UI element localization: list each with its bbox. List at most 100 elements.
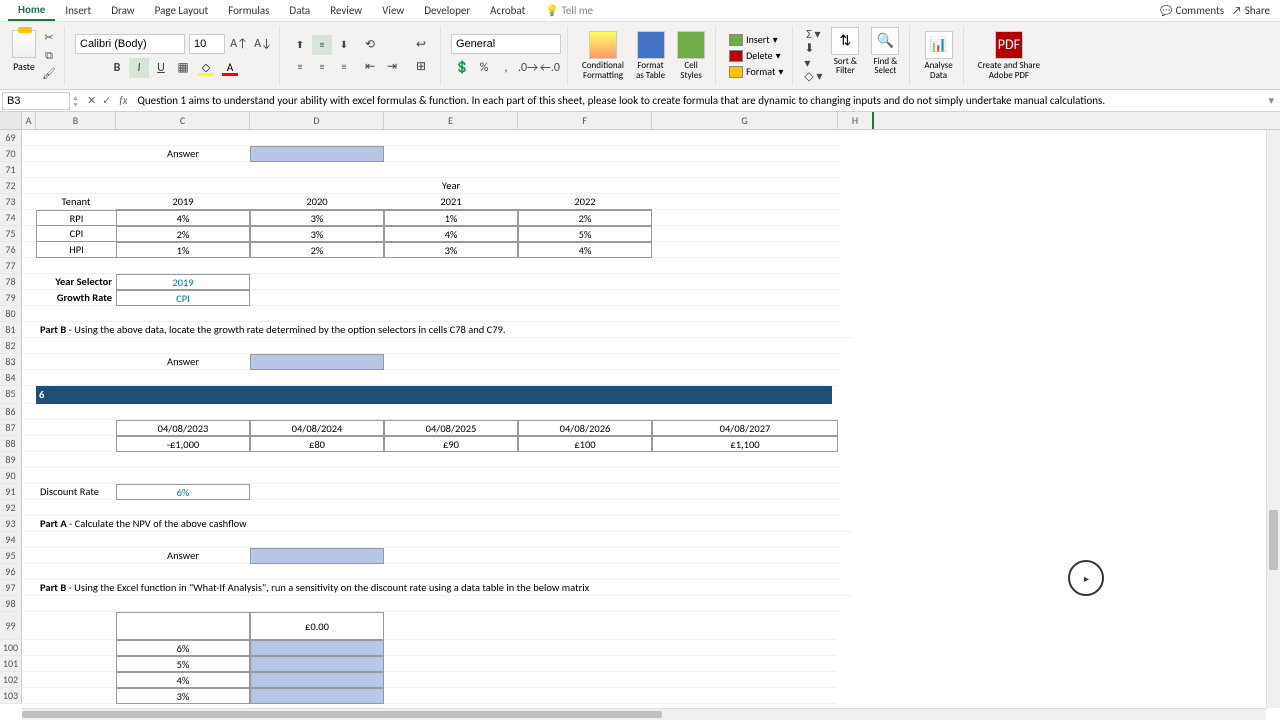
row-header[interactable]: 79 bbox=[0, 290, 22, 306]
align-right[interactable]: ≡ bbox=[334, 57, 354, 77]
comments-button[interactable]: Comments bbox=[1160, 4, 1224, 17]
row-header[interactable]: 78 bbox=[0, 274, 22, 290]
name-box[interactable] bbox=[2, 92, 70, 110]
cashflow-date[interactable]: 04/08/2025 bbox=[384, 420, 518, 436]
row-header[interactable]: 95 bbox=[0, 548, 22, 564]
font-color-button[interactable]: A bbox=[219, 58, 241, 78]
row-header[interactable]: 101 bbox=[0, 656, 22, 672]
table-cell[interactable]: 3% bbox=[250, 210, 384, 226]
row-header[interactable]: 97 bbox=[0, 580, 22, 596]
table-cell[interactable]: 4% bbox=[384, 226, 518, 242]
fill-button[interactable]: ⬇ ▾ bbox=[803, 46, 823, 66]
cashflow-date[interactable]: 04/08/2026 bbox=[518, 420, 652, 436]
row-header[interactable]: 96 bbox=[0, 564, 22, 580]
vertical-scrollbar[interactable] bbox=[1266, 130, 1280, 708]
sens-rate[interactable]: 4% bbox=[116, 672, 250, 688]
sens-output[interactable] bbox=[250, 688, 384, 704]
row-header[interactable]: 76 bbox=[0, 242, 22, 258]
fill-color-button[interactable]: ◇ bbox=[195, 58, 217, 78]
cashflow-date[interactable]: 04/08/2027 bbox=[652, 420, 838, 436]
format-cells-button[interactable]: Format ▾ bbox=[726, 64, 786, 79]
table-cell[interactable]: 1% bbox=[116, 242, 250, 258]
merge-button[interactable]: ⊞ bbox=[408, 57, 434, 77]
tab-data[interactable]: Data bbox=[279, 1, 320, 20]
sort-filter-button[interactable]: ⇅Sort & Filter bbox=[827, 25, 863, 87]
row-header[interactable]: 83 bbox=[0, 354, 22, 370]
number-format-select[interactable] bbox=[451, 34, 561, 54]
row-header[interactable]: 98 bbox=[0, 596, 22, 612]
row-header[interactable]: 90 bbox=[0, 468, 22, 484]
tab-draw[interactable]: Draw bbox=[101, 1, 144, 20]
align-bottom[interactable]: ⬇ bbox=[334, 35, 354, 55]
row-header[interactable]: 99 bbox=[0, 612, 22, 640]
row-header[interactable]: 86 bbox=[0, 404, 22, 420]
table-cell[interactable]: 1% bbox=[384, 210, 518, 226]
italic-button[interactable]: I bbox=[129, 58, 149, 78]
col-header-C[interactable]: C bbox=[116, 112, 250, 129]
format-painter-button[interactable]: 🖌 bbox=[40, 66, 58, 82]
growth-rate-input[interactable]: CPI bbox=[116, 290, 250, 306]
sens-output[interactable] bbox=[250, 640, 384, 656]
row-header[interactable]: 85 bbox=[0, 386, 22, 404]
row-header[interactable]: 73 bbox=[0, 194, 22, 210]
row-header[interactable]: 72 bbox=[0, 178, 22, 194]
increase-decimal[interactable]: .0→ bbox=[518, 58, 538, 78]
share-button[interactable]: Share bbox=[1232, 4, 1270, 17]
conditional-formatting-button[interactable]: Conditional Formatting bbox=[578, 29, 628, 83]
col-header-H[interactable]: H bbox=[838, 112, 874, 129]
orientation-button[interactable]: ⟲ bbox=[360, 35, 380, 55]
row-header[interactable]: 69 bbox=[0, 130, 22, 146]
cashflow-value[interactable]: £80 bbox=[250, 436, 384, 452]
row-header[interactable]: 87 bbox=[0, 420, 22, 436]
table-cell[interactable]: 3% bbox=[384, 242, 518, 258]
row-header[interactable]: 71 bbox=[0, 162, 22, 178]
increase-indent[interactable]: ⇥ bbox=[382, 57, 402, 77]
tab-review[interactable]: Review bbox=[320, 1, 372, 20]
cashflow-value[interactable]: £1,100 bbox=[652, 436, 838, 452]
tell-me[interactable]: 💡 Tell me bbox=[535, 1, 603, 20]
analyse-data-button[interactable]: 📊Analyse Data bbox=[920, 29, 956, 83]
decrease-font-button[interactable]: A↓ bbox=[253, 34, 273, 54]
tab-formulas[interactable]: Formulas bbox=[218, 1, 279, 20]
comma-button[interactable]: , bbox=[496, 58, 516, 78]
year-selector-input[interactable]: 2019 bbox=[116, 274, 250, 290]
font-size-select[interactable] bbox=[189, 34, 225, 54]
row-header[interactable]: 103 bbox=[0, 688, 22, 704]
format-as-table-button[interactable]: Format as Table bbox=[632, 29, 669, 83]
align-top[interactable]: ⬆ bbox=[290, 35, 310, 55]
cashflow-date[interactable]: 04/08/2024 bbox=[250, 420, 384, 436]
cashflow-value[interactable]: £100 bbox=[518, 436, 652, 452]
row-header[interactable]: 94 bbox=[0, 532, 22, 548]
cashflow-value[interactable]: £90 bbox=[384, 436, 518, 452]
clear-button[interactable]: ◇ ▾ bbox=[803, 67, 823, 87]
sens-rate[interactable]: 5% bbox=[116, 656, 250, 672]
tab-view[interactable]: View bbox=[372, 1, 414, 20]
row-header[interactable]: 84 bbox=[0, 370, 22, 386]
row-header[interactable]: 89 bbox=[0, 452, 22, 468]
sens-corner[interactable] bbox=[116, 612, 250, 640]
row-header[interactable]: 82 bbox=[0, 338, 22, 354]
insert-cells-button[interactable]: Insert ▾ bbox=[726, 32, 786, 47]
cancel-formula-button[interactable]: ✕ bbox=[87, 94, 96, 107]
decrease-indent[interactable]: ⇤ bbox=[360, 57, 380, 77]
sens-header-value[interactable]: £0.00 bbox=[250, 612, 384, 640]
enter-formula-button[interactable]: ✓ bbox=[102, 94, 111, 107]
formula-input[interactable]: Question 1 aims to understand your abili… bbox=[134, 92, 1263, 109]
table-cell[interactable]: 2% bbox=[116, 226, 250, 242]
delete-cells-button[interactable]: Delete ▾ bbox=[726, 48, 786, 63]
answer-cell[interactable] bbox=[250, 548, 384, 564]
decrease-decimal[interactable]: ←.0 bbox=[540, 58, 560, 78]
row-header[interactable]: 93 bbox=[0, 516, 22, 532]
table-cell[interactable]: 4% bbox=[518, 242, 652, 258]
horizontal-scrollbar[interactable] bbox=[22, 708, 1266, 720]
col-header-D[interactable]: D bbox=[250, 112, 384, 129]
adobe-pdf-button[interactable]: PDFCreate and Share Adobe PDF bbox=[974, 29, 1044, 83]
row-header[interactable]: 70 bbox=[0, 146, 22, 162]
table-cell[interactable]: 2% bbox=[518, 210, 652, 226]
copy-button[interactable]: ⧉ bbox=[40, 48, 58, 64]
underline-button[interactable]: U bbox=[151, 58, 171, 78]
sens-output[interactable] bbox=[250, 672, 384, 688]
row-header[interactable]: 81 bbox=[0, 322, 22, 338]
tab-developer[interactable]: Developer bbox=[414, 1, 480, 20]
vertical-scroll-thumb[interactable] bbox=[1269, 510, 1278, 570]
